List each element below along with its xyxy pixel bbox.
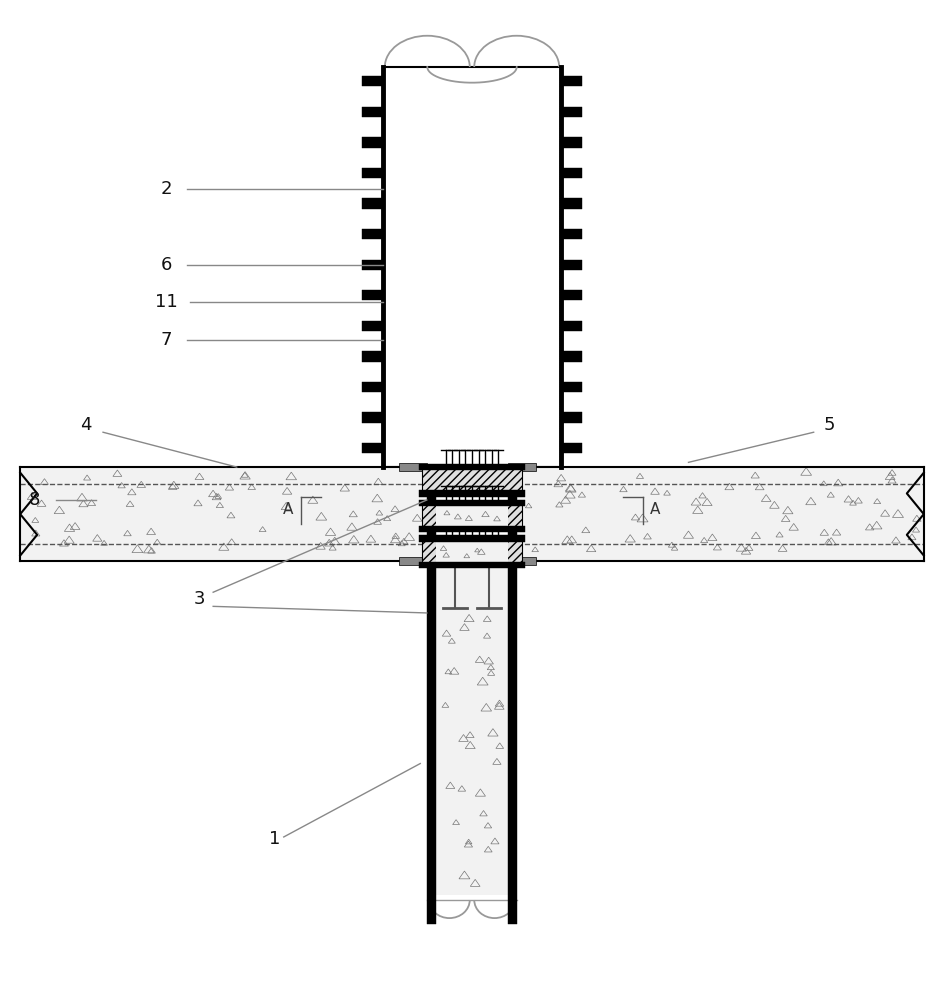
Polygon shape xyxy=(362,290,382,300)
Text: 1: 1 xyxy=(269,830,280,848)
Text: 2: 2 xyxy=(160,180,172,198)
Polygon shape xyxy=(362,137,382,148)
Polygon shape xyxy=(508,463,536,471)
Polygon shape xyxy=(419,490,525,497)
Polygon shape xyxy=(562,76,582,86)
Polygon shape xyxy=(419,500,525,506)
Polygon shape xyxy=(562,351,582,362)
Polygon shape xyxy=(362,412,382,423)
Polygon shape xyxy=(562,229,582,239)
Polygon shape xyxy=(562,443,582,453)
Polygon shape xyxy=(419,526,525,532)
Polygon shape xyxy=(362,443,382,453)
Polygon shape xyxy=(562,260,582,270)
Polygon shape xyxy=(562,412,582,423)
Polygon shape xyxy=(362,382,382,392)
Polygon shape xyxy=(436,504,508,528)
Text: 11: 11 xyxy=(155,293,177,311)
Polygon shape xyxy=(562,382,582,392)
Polygon shape xyxy=(562,198,582,209)
Polygon shape xyxy=(508,557,536,565)
Polygon shape xyxy=(398,463,427,471)
Polygon shape xyxy=(517,467,924,561)
Polygon shape xyxy=(419,535,525,542)
Text: 4: 4 xyxy=(80,416,92,434)
Polygon shape xyxy=(436,540,508,564)
Polygon shape xyxy=(508,467,517,924)
Polygon shape xyxy=(362,229,382,239)
Polygon shape xyxy=(419,464,525,470)
Polygon shape xyxy=(562,168,582,178)
Text: 7: 7 xyxy=(160,331,172,349)
Polygon shape xyxy=(398,557,427,565)
Polygon shape xyxy=(562,321,582,331)
Polygon shape xyxy=(20,467,427,561)
Text: 6: 6 xyxy=(160,256,172,274)
Polygon shape xyxy=(422,503,522,529)
Text: A: A xyxy=(650,502,661,517)
Polygon shape xyxy=(362,321,382,331)
Polygon shape xyxy=(422,539,522,565)
Polygon shape xyxy=(362,198,382,209)
Polygon shape xyxy=(362,351,382,362)
Polygon shape xyxy=(382,67,562,467)
Polygon shape xyxy=(422,467,522,493)
Text: A: A xyxy=(283,502,294,517)
Polygon shape xyxy=(362,107,382,117)
Polygon shape xyxy=(562,137,582,148)
Polygon shape xyxy=(427,467,436,924)
Text: 5: 5 xyxy=(824,416,835,434)
Polygon shape xyxy=(562,107,582,117)
Text: 8: 8 xyxy=(28,491,40,509)
Polygon shape xyxy=(419,562,525,568)
Polygon shape xyxy=(362,168,382,178)
Polygon shape xyxy=(562,290,582,300)
Text: 3: 3 xyxy=(194,590,205,608)
Polygon shape xyxy=(436,561,508,895)
Polygon shape xyxy=(362,76,382,86)
Polygon shape xyxy=(362,260,382,270)
